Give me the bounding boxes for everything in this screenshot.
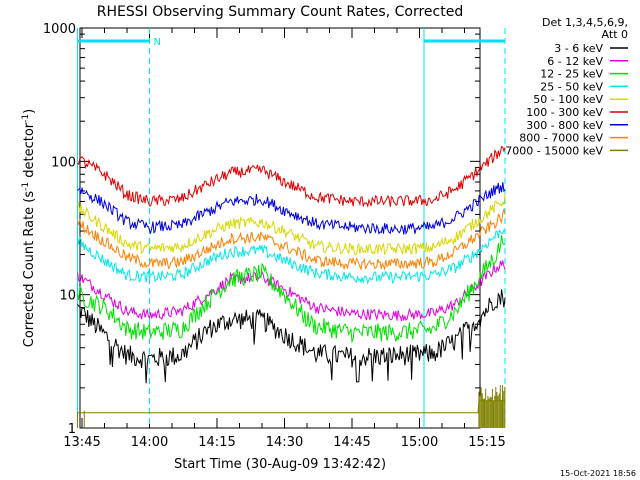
- series-line-300-800kev: [77, 182, 506, 236]
- x-tick-label: 15:15: [468, 435, 505, 450]
- series-line-7000-15000kev: [77, 385, 506, 428]
- legend-entry-label: 100 - 300 keV: [526, 106, 603, 119]
- y-tick-label: 1: [68, 422, 76, 437]
- legend-entry-label: 6 - 12 keV: [547, 55, 603, 68]
- legend-entry-label: 300 - 800 keV: [526, 119, 603, 132]
- legend-entry-label: 3 - 6 keV: [554, 42, 603, 55]
- night-marker-label: N: [154, 37, 161, 48]
- series-line-6-12kev: [77, 259, 506, 322]
- legend-entry-label: 50 - 100 keV: [533, 93, 603, 106]
- x-axis: 13:45 14:00 14:15 14:30 14:45 15:00 15:15: [63, 28, 506, 450]
- y-tick-label: 10: [59, 289, 76, 304]
- x-tick-label: 14:00: [131, 435, 168, 450]
- legend-entry-label: 12 - 25 keV: [540, 68, 603, 81]
- plot-frame: [79, 27, 481, 429]
- y-axis-label-end: ): [22, 109, 37, 114]
- x-tick-label: 15:00: [401, 435, 438, 450]
- y-tick-label: 1000: [43, 22, 76, 37]
- footer-timestamp: 15-Oct-2021 18:56: [560, 469, 636, 478]
- series-line-12-25kev: [77, 235, 506, 344]
- series-group: [77, 145, 506, 428]
- y-axis-label-sup-2: -1: [21, 114, 31, 123]
- x-tick-label: 14:30: [266, 435, 303, 450]
- series-line-25-50kev: [77, 229, 506, 285]
- legend-entry-label: 800 - 7000 keV: [519, 132, 603, 145]
- series-line-800-7000kev: [77, 207, 506, 271]
- x-tick-label: 14:45: [333, 435, 370, 450]
- series-line-3-6kev: [77, 289, 506, 384]
- x-axis-label: Start Time (30-Aug-09 13:42:42): [174, 457, 386, 472]
- y-axis: 1 10 100 1000: [43, 22, 480, 437]
- y-axis-label: Corrected Count Rate (s-1 detector-1): [21, 109, 37, 347]
- chart-title: RHESSI Observing Summary Count Rates, Co…: [97, 4, 463, 20]
- y-tick-label: 100: [51, 155, 76, 170]
- y-axis-label-main: Corrected Count Rate (s: [22, 191, 37, 348]
- x-tick-label: 14:15: [198, 435, 235, 450]
- x-tick-label: 13:45: [63, 435, 100, 450]
- legend-header-line-2: Att 0: [602, 28, 628, 41]
- y-axis-label-mid: detector: [22, 122, 37, 182]
- legend-header-line-1: Det 1,3,4,5,6,9,: [542, 16, 628, 29]
- series-line-50-100kev: [77, 193, 506, 256]
- legend-entry-label: 7000 - 15000 keV: [505, 144, 603, 157]
- series-line-100-300kev: [77, 145, 506, 208]
- y-axis-label-sup-1: -1: [21, 182, 31, 191]
- legend-entry-label: 25 - 50 keV: [540, 80, 603, 93]
- annotations: N: [77, 28, 506, 428]
